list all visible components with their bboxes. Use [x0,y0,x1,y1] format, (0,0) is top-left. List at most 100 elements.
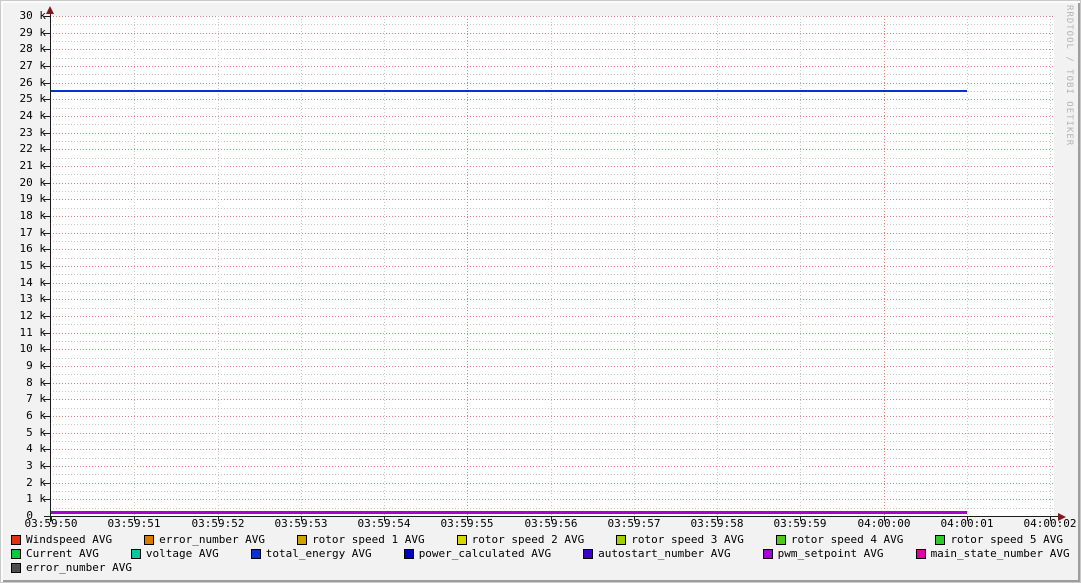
gridline-major-h [50,316,1054,317]
gridline-major-h [50,166,1054,167]
gridline-minor-h [50,341,1054,342]
gridline-major-h [50,433,1054,434]
gridline-minor-h [50,58,1054,59]
y-axis-label: 14 k [19,276,47,289]
legend-label: rotor speed 5 AVG [950,533,1064,546]
x-tick [967,517,968,521]
gridline-major-h [50,99,1054,100]
legend-label: Windspeed AVG [26,533,113,546]
y-axis-label: 2 k [26,476,46,489]
gridline-minor-v [800,16,801,516]
x-tick [634,517,635,521]
y-axis-label: 7 k [26,392,46,405]
y-tick [44,399,50,400]
gridline-major-h [50,33,1054,34]
gridline-minor-h [50,474,1054,475]
y-tick [44,416,50,417]
gridline-major-h [50,483,1054,484]
legend-swatch-icon [11,549,21,559]
legend-swatch-icon [11,535,21,545]
gridline-minor-v [218,16,219,516]
gridline-major-h [50,383,1054,384]
gridline-minor-v [301,16,302,516]
y-axis-label: 15 k [19,259,47,272]
gridline-major-h [50,183,1054,184]
gridline-major-h [50,233,1054,234]
y-axis-label: 22 k [19,142,47,155]
gridline-minor-h [50,391,1054,392]
x-axis-label: 03:59:59 [773,517,827,530]
legend-label: total_energy AVG [265,547,372,560]
x-tick [884,517,885,521]
y-tick [44,249,50,250]
y-axis-label: 10 k [19,342,47,355]
gridline-major-v [884,16,885,516]
x-axis-label: 03:59:51 [107,517,161,530]
y-axis-label: 27 k [19,59,47,72]
y-axis-label: 20 k [19,176,47,189]
legend-swatch-icon [297,535,308,545]
gridline-major-h [50,416,1054,417]
y-tick [44,266,50,267]
gridline-major-h [50,49,1054,50]
y-tick [44,483,50,484]
x-axis-label: 03:59:55 [440,517,494,530]
y-axis-label: 3 k [26,459,46,472]
y-axis-label: 6 k [26,409,46,422]
gridline-minor-v [1050,16,1051,516]
y-tick [44,99,50,100]
gridline-major-h [50,283,1054,284]
x-axis-line [44,516,1058,517]
gridline-major-h [50,199,1054,200]
gridline-major-h [50,133,1054,134]
legend-swatch-icon [915,549,926,559]
y-tick [44,299,50,300]
gridline-major-h [50,83,1054,84]
y-axis-label: 0 [26,509,33,522]
gridline-minor-h [50,74,1054,75]
legend-label: rotor speed 2 AVG [471,533,585,546]
legend-label: rotor speed 3 AVG [631,533,744,546]
y-tick [44,183,50,184]
legend-swatch-icon [616,535,627,545]
y-tick [44,233,50,234]
y-axis-label: 30 k [19,9,47,22]
x-axis-label: 04:00:02 [1023,517,1077,530]
y-tick [44,383,50,384]
y-tick [44,366,50,367]
y-axis-label: 9 k [26,359,46,372]
gridline-minor-h [50,274,1054,275]
gridline-minor-h [50,408,1054,409]
gridline-major-v [467,16,468,516]
legend-row: Current AVG voltage AVG total_energy AVG po… [11,547,1077,561]
y-tick [44,449,50,450]
x-axis-label: 04:00:00 [857,517,911,530]
gridline-minor-h [50,374,1054,375]
x-axis-arrow-icon [1058,513,1066,521]
gridline-major-h [50,366,1054,367]
legend-label: main_state_number AVG [930,547,1070,560]
legend-swatch-icon [456,535,467,545]
series-line-total_energy-avg [51,90,967,92]
y-tick [44,499,50,500]
gridline-minor-h [50,191,1054,192]
gridline-minor-v [134,16,135,516]
gridline-minor-h [50,108,1054,109]
gridline-minor-v [551,16,552,516]
legend-label: autostart_number AVG [598,547,731,560]
gridline-minor-v [967,16,968,516]
legend-item: rotor speed 5 AVG [935,533,1063,547]
gridline-major-h [50,349,1054,350]
gridline-minor-h [50,258,1054,259]
gridline-minor-h [50,124,1054,125]
legend-swatch-icon [144,535,155,545]
y-tick [44,199,50,200]
x-tick [551,517,552,521]
y-axis-line [50,14,51,522]
gridline-minor-h [50,441,1054,442]
gridline-minor-h [50,324,1054,325]
legend-row: Windspeed AVG error_number AVG rotor speed… [11,533,1077,547]
x-axis-label: 03:59:53 [274,517,328,530]
y-tick [44,316,50,317]
y-axis-label: 21 k [19,159,47,172]
